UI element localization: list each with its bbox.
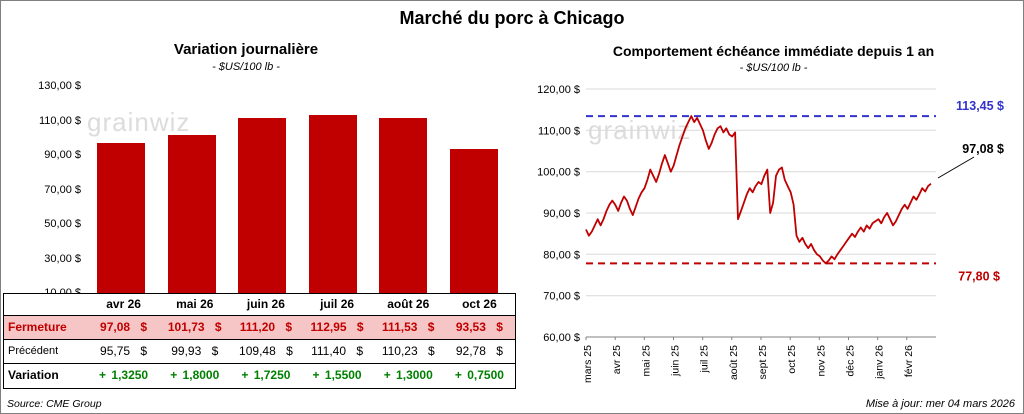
value-cell: 97,08 $ [100, 320, 148, 334]
bar-chart-y-axis: 130,00 $ 110,00 $ 90,00 $ 70,00 $ 50,00 $ 30,… [1, 80, 81, 299]
bar-chart-subtitle: - $US/100 lb - [212, 61, 280, 73]
price-table: avr 26 mai 26 juin 26 juil 26 août 26 oct 26 F… [3, 293, 516, 389]
value-cell: 95,75 $ [100, 344, 148, 358]
page-title: Marché du porc à Chicago [399, 8, 625, 28]
max-value-label: 113,45 $ [956, 99, 1004, 113]
bar-mai 26 [167, 134, 216, 293]
last-value-label: 97,08 $ [962, 142, 1004, 156]
month-label: mai 26 [176, 297, 214, 311]
bar-juil 26 [308, 115, 357, 293]
bar-y-tick-label: 50,00 $ [44, 218, 81, 230]
month-header-row: avr 26 mai 26 juin 26 juil 26 août 26 oct 26 [4, 294, 515, 316]
value-cell: 99,93 $ [171, 344, 219, 358]
line-y-tick-label: 70,00 $ [543, 291, 580, 303]
value-cell: 111,20 $ [239, 320, 293, 334]
value-cell: 112,95 $ [310, 320, 364, 334]
bar-y-tick-label: 30,00 $ [44, 252, 81, 265]
x-tick-label: avr 25 [611, 345, 623, 374]
bar-juin 26 [238, 118, 287, 293]
value-cell: + 1,3250 [99, 368, 149, 382]
month-label: juil 26 [320, 297, 355, 311]
x-tick-label: juin 25 [670, 345, 682, 377]
line-y-tick-label: 60,00 $ [543, 332, 580, 344]
value-cell: + 1,3000 [383, 368, 433, 382]
bar-y-tick-label: 70,00 $ [44, 183, 81, 196]
update-note: Mise à jour: mer 04 mars 2026 [865, 398, 1015, 410]
row-label-fermeture: Fermeture [8, 320, 67, 334]
daily-variation-bar-chart [86, 86, 509, 293]
table-row-precedent: Précédent 95,75 $ 99,93 $ 109,48 $ 111,40 $ 1… [4, 340, 515, 364]
x-tick-label: août 25 [728, 345, 740, 380]
value-cell: 111,53 $ [382, 320, 435, 334]
annotation-pointer [937, 156, 975, 179]
bar-y-tick-label: 90,00 $ [44, 149, 81, 161]
value-cell: 92,78 $ [455, 344, 503, 358]
value-cell: 93,53 $ [455, 320, 503, 334]
price-series [585, 115, 932, 265]
month-label: août 26 [387, 297, 430, 311]
value-cell: + 1,5500 [312, 368, 362, 382]
row-label-variation: Variation [8, 368, 59, 382]
table-row-fermeture: Fermeture 97,08 $ 101,73 $ 111,20 $ 112,95 $… [4, 316, 515, 340]
bar-chart-title: Variation journalière [173, 41, 319, 58]
row-label-precedent: Précédent [8, 345, 59, 357]
x-tick-label: mai 25 [640, 345, 652, 377]
bar-y-tick-label: 130,00 $ [38, 80, 81, 92]
line-y-tick-label: 80,00 $ [543, 249, 580, 261]
bar-y-tick-label: 110,00 $ [38, 114, 81, 127]
value-cell: + 1,8000 [170, 368, 220, 382]
x-tick-label: nov 25 [815, 345, 827, 377]
min-value-label: 77,80 $ [958, 269, 1000, 283]
x-tick-label: févr 26 [903, 345, 915, 377]
line-chart-subtitle: - $US/100 lb - [739, 62, 808, 74]
table-row-variation: Variation + 1,3250 + 1,8000 + 1,7250 + 1,550… [4, 364, 515, 388]
month-label: juin 26 [246, 297, 285, 311]
value-cell: 109,48 $ [239, 344, 293, 358]
grainwiz-watermark: grainwiz [87, 107, 191, 137]
line-chart-title: Comportement échéance immédiate depuis 1… [612, 43, 935, 59]
x-tick-label: sept 25 [757, 345, 769, 380]
line-y-tick-label: 120,00 $ [537, 84, 580, 96]
x-tick-label: oct 25 [786, 345, 798, 374]
month-label: avr 26 [106, 297, 141, 311]
x-tick-label: juil 25 [699, 345, 711, 374]
line-y-tick-label: 110,00 $ [538, 125, 580, 137]
corner-cell [4, 294, 88, 315]
month-label: oct 26 [462, 297, 497, 311]
value-cell: + 1,7250 [241, 368, 291, 382]
value-cell: 111,40 $ [311, 344, 364, 358]
x-tick-label: mars 25 [582, 345, 594, 383]
x-tick-label: janv 26 [874, 345, 886, 380]
x-tick-label: déc 25 [845, 345, 857, 377]
value-cell: + 0,7500 [454, 368, 504, 382]
line-y-tick-label: 90,00 $ [543, 208, 580, 220]
line-y-tick-label: 100,00 $ [537, 167, 580, 179]
bar-avr 26 [97, 142, 146, 293]
value-cell: 101,73 $ [167, 320, 222, 334]
bar-août 26 [379, 117, 428, 293]
bar-oct 26 [449, 148, 498, 293]
value-cell: 110,23 $ [381, 344, 435, 358]
source-note: Source: CME Group [7, 398, 102, 410]
